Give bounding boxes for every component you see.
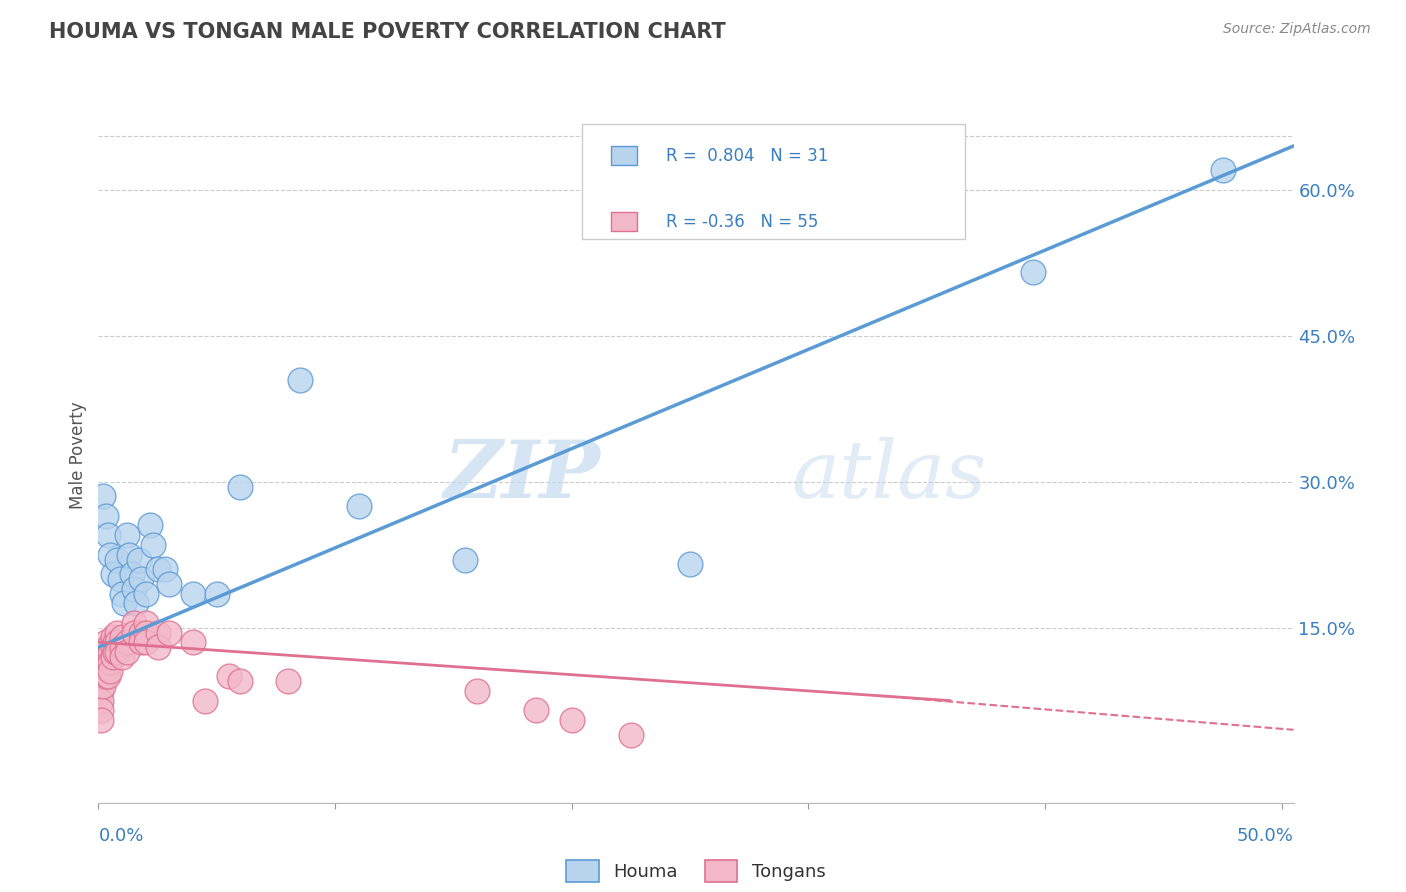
- Point: [229, 674, 252, 689]
- Point: [129, 572, 152, 586]
- Point: [114, 596, 136, 610]
- Point: [561, 713, 583, 727]
- Point: [111, 631, 134, 645]
- Text: R = -0.36   N = 55: R = -0.36 N = 55: [666, 213, 818, 231]
- Point: [105, 635, 128, 649]
- Point: [101, 631, 124, 645]
- Point: [91, 659, 114, 673]
- Point: [142, 538, 165, 552]
- Text: Source: ZipAtlas.com: Source: ZipAtlas.com: [1223, 22, 1371, 37]
- Point: [98, 645, 121, 659]
- Point: [91, 669, 114, 683]
- Point: [122, 625, 145, 640]
- Point: [111, 640, 134, 654]
- Point: [181, 586, 204, 600]
- Point: [108, 572, 131, 586]
- Point: [679, 558, 702, 572]
- Point: [157, 625, 180, 640]
- Point: [105, 552, 128, 566]
- Point: [94, 669, 117, 683]
- Point: [90, 674, 112, 689]
- FancyBboxPatch shape: [582, 125, 965, 239]
- Point: [128, 552, 150, 566]
- Point: [129, 625, 152, 640]
- Point: [146, 625, 169, 640]
- Point: [98, 665, 121, 679]
- Point: [135, 586, 157, 600]
- Point: [125, 596, 148, 610]
- Point: [194, 693, 217, 707]
- Point: [181, 635, 204, 649]
- Point: [465, 684, 488, 698]
- Point: [91, 679, 114, 693]
- Point: [101, 640, 124, 654]
- Text: 50.0%: 50.0%: [1237, 827, 1294, 845]
- Point: [91, 649, 114, 664]
- Point: [146, 562, 169, 576]
- Point: [135, 625, 157, 640]
- Point: [97, 669, 120, 683]
- Text: 0.0%: 0.0%: [98, 827, 143, 845]
- Point: [115, 528, 138, 542]
- Point: [139, 518, 162, 533]
- Legend: Houma, Tongans: Houma, Tongans: [557, 851, 835, 891]
- Text: HOUMA VS TONGAN MALE POVERTY CORRELATION CHART: HOUMA VS TONGAN MALE POVERTY CORRELATION…: [49, 22, 725, 42]
- Point: [229, 479, 252, 493]
- Point: [90, 713, 112, 727]
- Point: [97, 659, 120, 673]
- Point: [90, 655, 112, 669]
- Point: [94, 649, 117, 664]
- Text: R =  0.804   N = 31: R = 0.804 N = 31: [666, 147, 828, 165]
- Point: [97, 528, 120, 542]
- Point: [118, 548, 141, 562]
- Point: [218, 669, 240, 683]
- Point: [90, 684, 112, 698]
- Point: [98, 548, 121, 562]
- Point: [111, 586, 134, 600]
- Point: [97, 649, 120, 664]
- Point: [115, 645, 138, 659]
- Point: [157, 577, 180, 591]
- Text: ZIP: ZIP: [443, 437, 600, 515]
- Point: [90, 645, 112, 659]
- Point: [129, 635, 152, 649]
- Point: [94, 635, 117, 649]
- Point: [135, 615, 157, 630]
- Point: [90, 693, 112, 707]
- Point: [101, 649, 124, 664]
- Y-axis label: Male Poverty: Male Poverty: [69, 401, 87, 508]
- Point: [104, 645, 127, 659]
- Point: [524, 703, 547, 717]
- Point: [153, 562, 176, 576]
- Point: [135, 635, 157, 649]
- Point: [121, 567, 143, 582]
- Point: [122, 615, 145, 630]
- FancyBboxPatch shape: [612, 212, 637, 231]
- Point: [122, 582, 145, 596]
- Point: [91, 489, 114, 503]
- Point: [104, 635, 127, 649]
- Point: [277, 674, 299, 689]
- FancyBboxPatch shape: [612, 146, 637, 165]
- Point: [101, 567, 124, 582]
- Point: [94, 659, 117, 673]
- Point: [115, 635, 138, 649]
- Point: [347, 499, 370, 513]
- Point: [620, 728, 643, 742]
- Point: [94, 508, 117, 523]
- Point: [1022, 265, 1045, 279]
- Point: [146, 640, 169, 654]
- Point: [98, 655, 121, 669]
- Point: [205, 586, 228, 600]
- Point: [90, 665, 112, 679]
- Point: [1212, 163, 1234, 178]
- Point: [288, 372, 311, 386]
- Point: [105, 625, 128, 640]
- Point: [105, 645, 128, 659]
- Point: [111, 649, 134, 664]
- Point: [97, 640, 120, 654]
- Point: [454, 552, 477, 566]
- Point: [90, 703, 112, 717]
- Text: atlas: atlas: [792, 437, 987, 515]
